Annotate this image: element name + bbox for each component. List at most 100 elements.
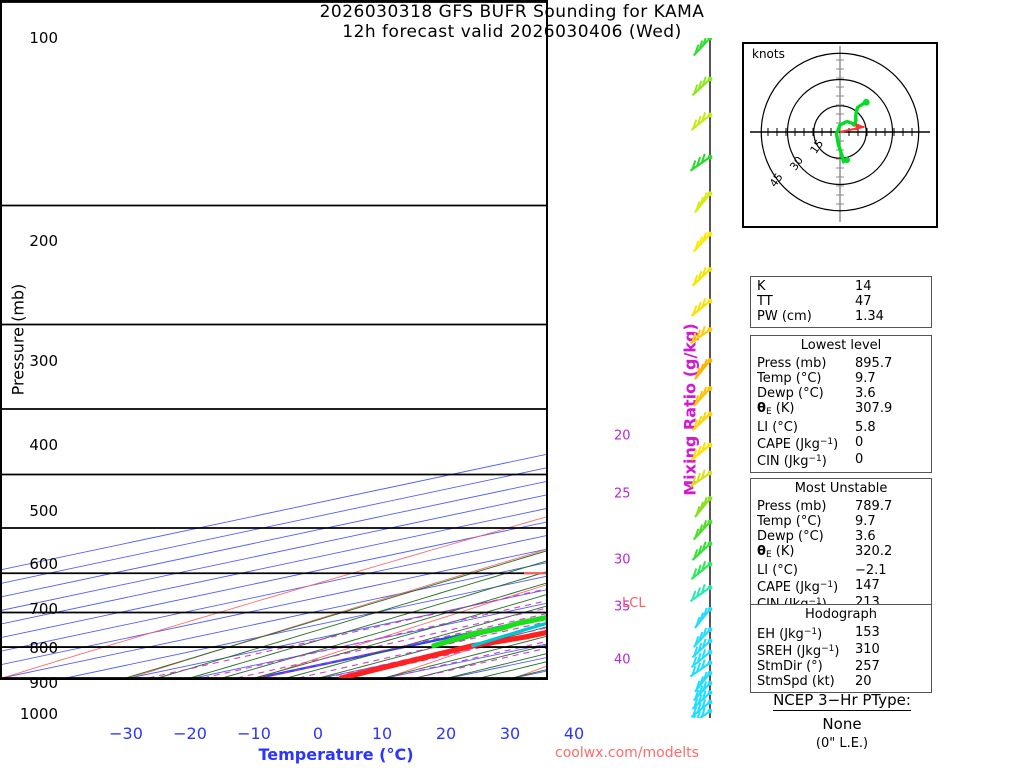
- parameter-value: 3.6: [855, 386, 876, 401]
- hodograph-units-label: knots: [752, 47, 785, 61]
- parameter-row: Press (mb) 895.7: [751, 356, 931, 371]
- parameter-row: CAPE (Jkg−1) 0: [751, 435, 931, 452]
- parameter-key: SREH (Jkg−1): [757, 644, 840, 659]
- parameter-value: 14: [855, 279, 872, 294]
- credit-text: coolwx.com/modelts: [555, 745, 699, 761]
- parameter-key: Dewp (°C): [757, 386, 824, 401]
- pressure-tick-label: 300: [29, 351, 58, 370]
- parameter-value: 0: [855, 452, 864, 467]
- parameter-key: Press (mb): [757, 499, 827, 514]
- pressure-tick-label: 400: [29, 435, 58, 454]
- pressure-tick-label: 1000: [19, 705, 58, 723]
- parameter-key: EH (Jkg−1): [757, 627, 823, 642]
- parameter-value: 9.7: [855, 514, 876, 529]
- hodograph-stats-panel: Hodograph EH (Jkg−1) 153 SREH (Jkg−1) 310 Stm…: [750, 604, 932, 693]
- parameter-row: StmDir (°) 257: [751, 659, 931, 674]
- parameter-key: Temp (°C): [757, 371, 822, 386]
- parameter-row: Press (mb) 789.7: [751, 499, 931, 514]
- pressure-tick-label: 500: [29, 501, 58, 520]
- svg-text:15: 15: [808, 137, 827, 156]
- parameter-key: LI (°C): [757, 420, 798, 435]
- most-unstable-panel: Most Unstable Press (mb) 789.7 Temp (°C) 9.7…: [750, 478, 932, 616]
- indices-panel: K 14 TT 47 PW (cm) 1.34: [750, 276, 932, 328]
- pressure-tick-label: 900: [29, 674, 58, 693]
- parameter-key: LI (°C): [757, 563, 798, 578]
- parameter-value: 9.7: [855, 371, 876, 386]
- temperature-tick-label: −20: [173, 724, 207, 743]
- parameter-row: θE (K) 307.9: [751, 401, 931, 420]
- parameter-value: 5.8: [855, 420, 876, 435]
- temperature-tick-label: −30: [109, 724, 143, 743]
- parameter-value: 895.7: [855, 356, 893, 371]
- parameter-row: Temp (°C) 9.7: [751, 514, 931, 529]
- mixing-ratio-tick-label: 30: [614, 552, 631, 568]
- ptype-liquid-equivalent: (0" L.E.): [815, 736, 869, 751]
- skewt-diagram: [0, 0, 548, 680]
- parameter-value: 320.2: [855, 544, 893, 559]
- parameter-value: 310: [855, 642, 880, 657]
- parameter-key: TT: [757, 294, 773, 309]
- ptype-header: NCEP 3−Hr PType:: [773, 691, 911, 711]
- parameter-key: Press (mb): [757, 356, 827, 371]
- temperature-tick-label: 40: [563, 724, 585, 743]
- pressure-tick-label: 800: [29, 639, 58, 658]
- ptype-block: NCEP 3−Hr PType: None (0" L.E.): [742, 690, 942, 751]
- parameter-value: 153: [855, 625, 880, 640]
- parameter-value: 307.9: [855, 401, 893, 416]
- parameter-row: TT 47: [751, 294, 931, 309]
- hodograph-plot: knots 15 30 45: [742, 42, 938, 228]
- panel-header: Hodograph: [805, 607, 877, 622]
- parameter-key: CIN (Jkg−1): [757, 454, 827, 469]
- parameter-row: StmSpd (kt) 20: [751, 674, 931, 689]
- lowest-level-panel: Lowest level Press (mb) 895.7 Temp (°C) 9.7 D…: [750, 335, 932, 473]
- parameter-row: K 14: [751, 279, 931, 294]
- temperature-axis: −30 −20 −10 0 10 20 30 40: [62, 724, 610, 746]
- parameter-key: CAPE (Jkg−1): [757, 437, 839, 452]
- parameter-row: Dewp (°C) 3.6: [751, 529, 931, 544]
- pressure-tick-label: 700: [29, 600, 58, 619]
- parameter-row: SREH (Jkg−1) 310: [751, 642, 931, 659]
- parameter-value: 789.7: [855, 499, 893, 514]
- panel-header: Lowest level: [800, 338, 882, 353]
- pressure-axis-label: Pressure (mb): [8, 283, 28, 396]
- parameter-value: 147: [855, 578, 880, 593]
- temperature-axis-label: Temperature (°C): [258, 745, 414, 764]
- temperature-tick-label: −10: [237, 724, 271, 743]
- panel-header: Most Unstable: [794, 481, 888, 496]
- parameter-row: CIN (Jkg−1) 0: [751, 452, 931, 469]
- parameter-key: StmDir (°): [757, 659, 823, 674]
- parameter-value: −2.1: [855, 563, 887, 578]
- parameter-row: EH (Jkg−1) 153: [751, 625, 931, 642]
- parameter-value: 0: [855, 435, 864, 450]
- temperature-tick-label: 20: [435, 724, 457, 743]
- page-subtitle: 12h forecast valid 2026030406 (Wed): [342, 22, 682, 42]
- mixing-ratio-axis: 20 25 30 35 40: [612, 38, 646, 718]
- pressure-tick-label: 100: [29, 29, 58, 47]
- parameter-row: Dewp (°C) 3.6: [751, 386, 931, 401]
- parameter-key: θE (K): [757, 401, 795, 417]
- parameter-row: θE (K) 320.2: [751, 544, 931, 563]
- lcl-label: LCL: [622, 596, 646, 611]
- ptype-value: None: [822, 715, 862, 733]
- temperature-tick-label: 10: [371, 724, 393, 743]
- wind-barb-column: [652, 35, 738, 726]
- mixing-ratio-tick-label: 25: [614, 486, 631, 502]
- parameter-key: StmSpd (kt): [757, 674, 835, 689]
- parameter-row: LI (°C) 5.8: [751, 420, 931, 435]
- parameter-value: 20: [855, 674, 872, 689]
- parameter-value: 257: [855, 659, 880, 674]
- parameter-value: 3.6: [855, 529, 876, 544]
- mixing-ratio-tick-label: 35: [614, 599, 631, 615]
- parameter-row: LI (°C) −2.1: [751, 563, 931, 578]
- parameter-key: θE (K): [757, 544, 795, 560]
- parameter-row: PW (cm) 1.34: [751, 309, 931, 324]
- parameter-key: K: [757, 279, 766, 294]
- pressure-tick-label: 600: [29, 555, 58, 574]
- parameter-key: CAPE (Jkg−1): [757, 580, 839, 595]
- parameter-key: Temp (°C): [757, 514, 822, 529]
- temperature-tick-label: 0: [312, 724, 324, 743]
- mixing-ratio-tick-label: 20: [614, 428, 631, 444]
- page-title: 2026030318 GFS BUFR Sounding for KAMA: [319, 2, 705, 22]
- pressure-axis: 100 200 300 400 500 600 700 800 900 1000: [0, 29, 58, 723]
- temperature-tick-label: 30: [499, 724, 521, 743]
